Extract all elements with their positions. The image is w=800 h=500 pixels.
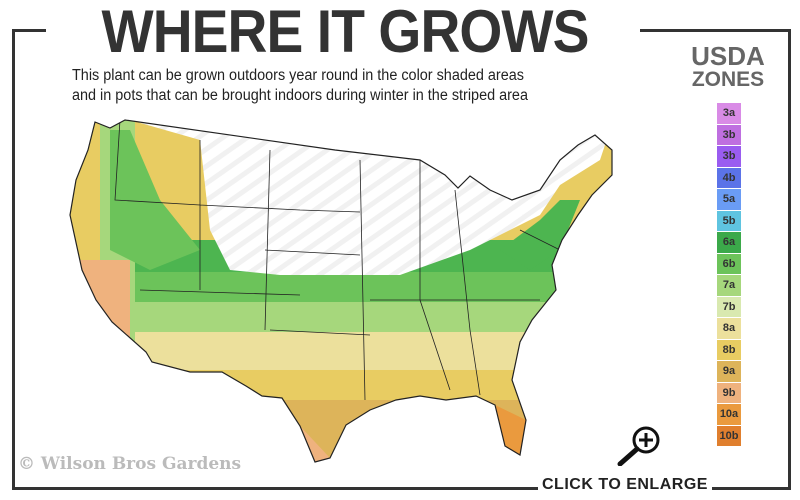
- legend-zone-3b: 3b: [717, 124, 741, 145]
- legend-zone-6a: 6a: [717, 232, 741, 253]
- subtitle: This plant can be grown outdoors year ro…: [72, 66, 593, 106]
- legend-title-line-1: USDA: [691, 41, 765, 71]
- legend-zone-8b: 8b: [717, 339, 741, 360]
- legend-zone-5b: 5b: [717, 210, 741, 231]
- us-outline: [69, 119, 613, 463]
- legend-zone-10b: 10b: [717, 425, 741, 446]
- legend-title-line-2: ZONES: [691, 68, 765, 91]
- state-borders: [114, 120, 561, 401]
- frame-top-left: [12, 29, 46, 32]
- legend-zone-9a: 9a: [717, 361, 741, 382]
- legend-zone-3a: 3a: [717, 103, 741, 124]
- click-to-enlarge-button[interactable]: CLICK TO ENLARGE: [538, 476, 712, 494]
- page-title: WHERE IT GROWS: [101, 0, 590, 65]
- legend-zone-10a: 10a: [717, 404, 741, 425]
- frame-right: [788, 29, 791, 490]
- legend-zone-6b: 6b: [717, 253, 741, 274]
- zone-legend: 3a 3b 3b 4b 5a 5b 6a 6b 7a 7b 8a 8b 9a 9b 10a 10b: [717, 103, 741, 447]
- legend-zone-9b: 9b: [717, 382, 741, 403]
- frame-top-right: [640, 29, 791, 32]
- legend-zone-3b: 3b: [717, 146, 741, 167]
- legend-zone-8a: 8a: [717, 318, 741, 339]
- magnifier-plus-icon[interactable]: [612, 424, 664, 466]
- legend-zone-7a: 7a: [717, 275, 741, 296]
- frame-bottom: [12, 487, 791, 490]
- copyright-watermark: © Wilson Bros Gardens: [18, 454, 242, 474]
- subtitle-line-1: This plant can be grown outdoors year ro…: [72, 67, 524, 84]
- legend-zone-5a: 5a: [717, 189, 741, 210]
- frame-left: [12, 29, 15, 490]
- subtitle-line-2: and in pots that can be brought indoors …: [72, 87, 528, 104]
- legend-zone-7b: 7b: [717, 296, 741, 317]
- legend-zone-4b: 4b: [717, 167, 741, 188]
- legend-title: USDA ZONES: [676, 41, 780, 92]
